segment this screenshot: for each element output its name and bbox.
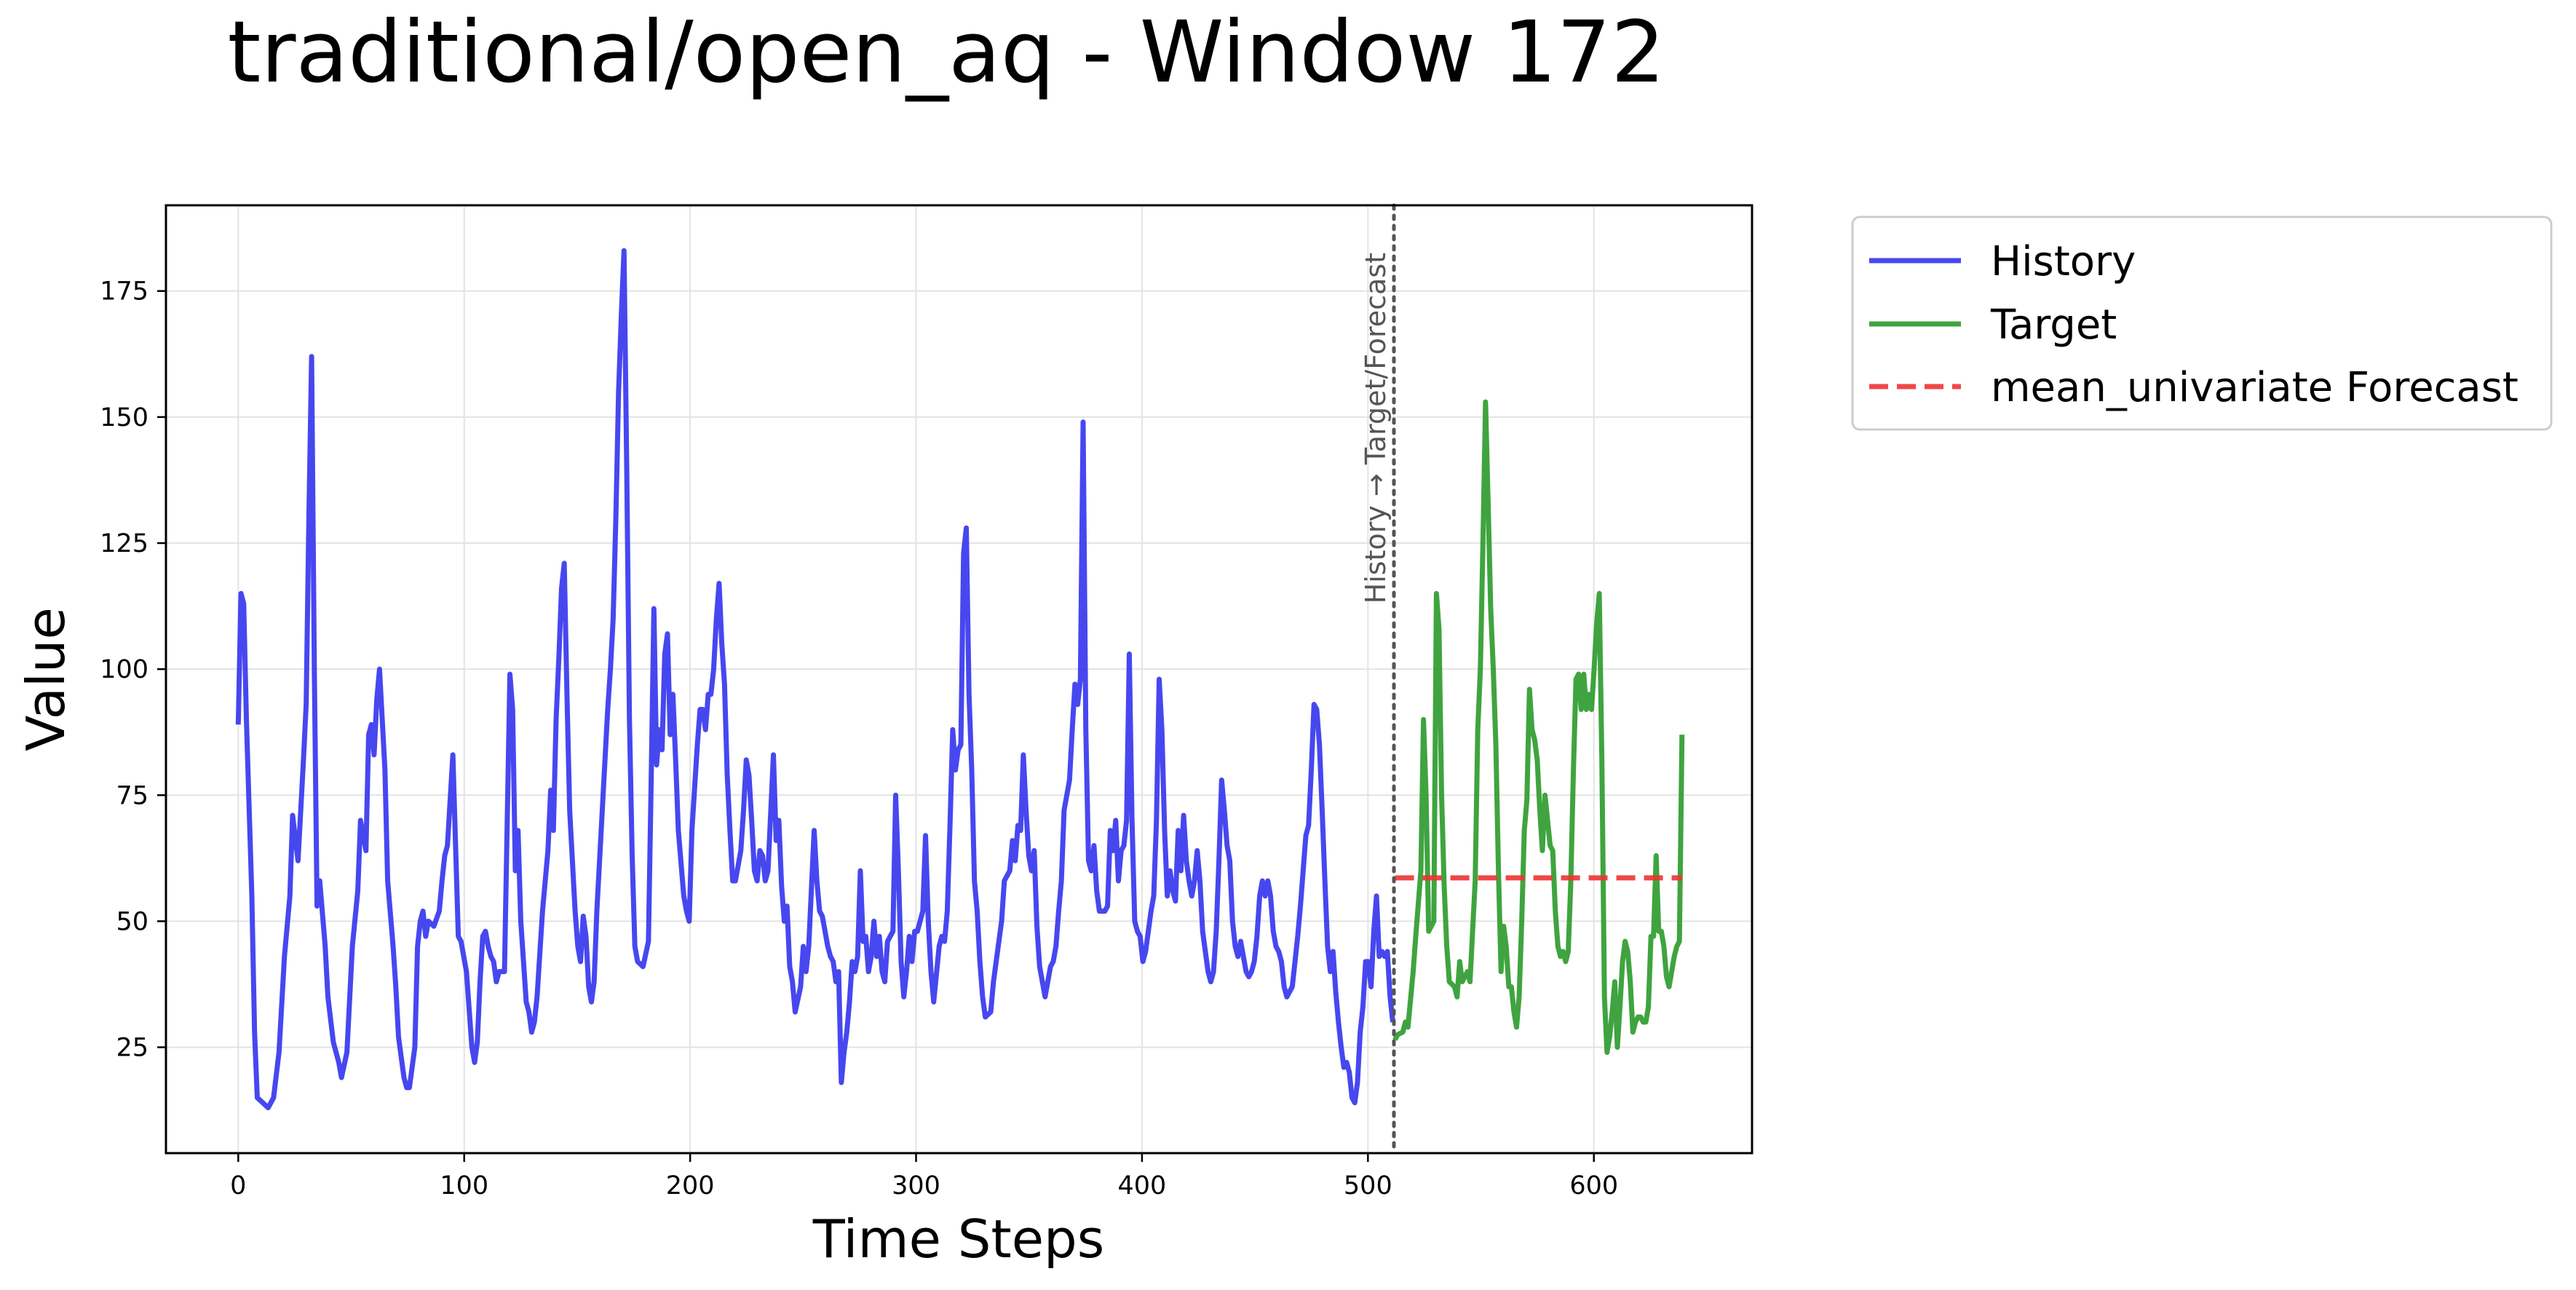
legend-label-target: Target: [1990, 301, 2117, 349]
chart-title: traditional/open_aq - Window 172: [227, 2, 1665, 102]
x-tick-label: 300: [892, 1171, 940, 1200]
y-tick-label: 75: [116, 781, 148, 810]
x-tick-label: 100: [440, 1171, 488, 1200]
y-tick-label: 50: [116, 907, 148, 936]
y-axis-label: Value: [15, 607, 76, 751]
x-tick-label: 200: [666, 1171, 715, 1200]
x-axis-ticks: 0 100 200 300 400 500 600: [230, 1153, 1618, 1200]
x-tick-label: 600: [1569, 1171, 1618, 1200]
history-line: [235, 248, 1395, 1111]
y-axis-ticks: 25 50 75 100 125 150 175: [100, 277, 166, 1063]
y-tick-label: 25: [116, 1034, 148, 1063]
target-line: [1392, 399, 1685, 1055]
legend: History Target mean_univariate Forecast: [1851, 215, 2553, 431]
y-tick-label: 100: [100, 655, 148, 684]
x-axis-label: Time Steps: [812, 1208, 1105, 1270]
legend-label-forecast: mean_univariate Forecast: [1991, 364, 2518, 411]
y-tick-label: 150: [100, 403, 148, 432]
legend-label-history: History: [1991, 238, 2136, 285]
x-tick-label: 400: [1118, 1171, 1167, 1200]
split-label: History → Target/Forecast: [1360, 253, 1392, 604]
y-tick-label: 175: [100, 277, 148, 306]
y-tick-label: 125: [100, 529, 148, 558]
x-tick-label: 0: [230, 1171, 246, 1200]
split-marker: History → Target/Forecast: [1360, 203, 1396, 1155]
x-tick-label: 500: [1344, 1171, 1392, 1200]
plot-series: [235, 248, 1685, 1111]
legend-box: [1851, 215, 2553, 431]
plot-frame: [165, 204, 1753, 1155]
